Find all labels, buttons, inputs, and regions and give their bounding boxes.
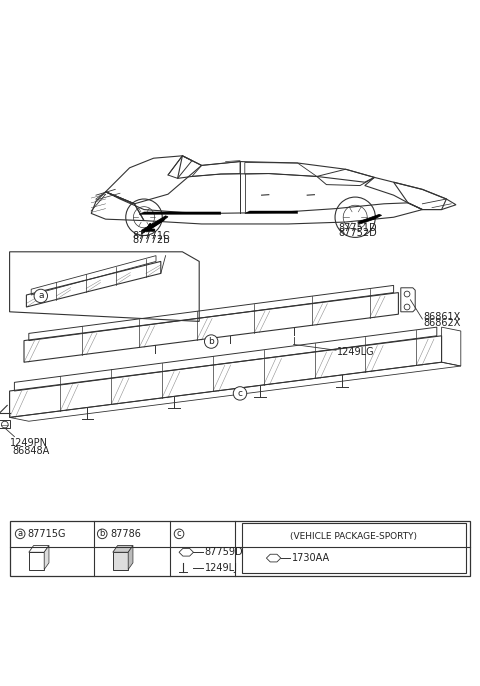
Polygon shape xyxy=(128,545,133,569)
Text: 86861X: 86861X xyxy=(423,311,461,322)
Text: 87772B: 87772B xyxy=(132,235,170,246)
Text: 86862X: 86862X xyxy=(423,318,461,328)
Circle shape xyxy=(97,529,107,539)
Text: 87715G: 87715G xyxy=(28,529,66,539)
Text: c: c xyxy=(238,389,242,398)
Text: 87786: 87786 xyxy=(110,529,141,539)
Polygon shape xyxy=(139,212,221,214)
Text: c: c xyxy=(177,530,181,539)
Text: b: b xyxy=(208,337,214,346)
Text: 87751D: 87751D xyxy=(338,223,377,233)
Polygon shape xyxy=(113,552,128,569)
Circle shape xyxy=(174,529,184,539)
Circle shape xyxy=(233,387,247,400)
Text: 1730AA: 1730AA xyxy=(292,553,330,563)
Circle shape xyxy=(15,529,25,539)
Text: (VEHICLE PACKAGE-SPORTY): (VEHICLE PACKAGE-SPORTY) xyxy=(290,532,418,541)
Polygon shape xyxy=(44,545,49,569)
Text: 1249PN: 1249PN xyxy=(10,438,48,448)
Text: 1249LG: 1249LG xyxy=(337,346,374,357)
Text: b: b xyxy=(99,530,105,539)
Text: 87771C: 87771C xyxy=(132,230,170,241)
Circle shape xyxy=(34,289,48,303)
Text: 86848A: 86848A xyxy=(12,446,50,456)
Polygon shape xyxy=(113,545,133,552)
Polygon shape xyxy=(358,214,382,224)
Text: 1249LJ: 1249LJ xyxy=(204,563,238,573)
Text: a: a xyxy=(38,292,44,300)
Text: 87752D: 87752D xyxy=(338,228,377,238)
Text: 87759D: 87759D xyxy=(204,547,243,557)
Polygon shape xyxy=(245,211,298,213)
Text: a: a xyxy=(18,530,23,539)
Circle shape xyxy=(204,335,218,348)
Polygon shape xyxy=(142,216,168,234)
